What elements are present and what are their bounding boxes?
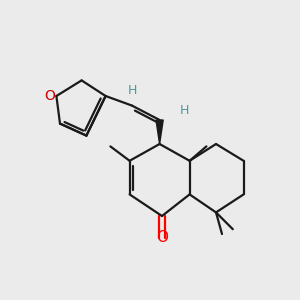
Text: H: H: [180, 104, 189, 117]
Text: O: O: [44, 89, 55, 103]
Text: H: H: [127, 84, 137, 97]
Polygon shape: [156, 120, 163, 144]
Text: O: O: [156, 230, 168, 245]
